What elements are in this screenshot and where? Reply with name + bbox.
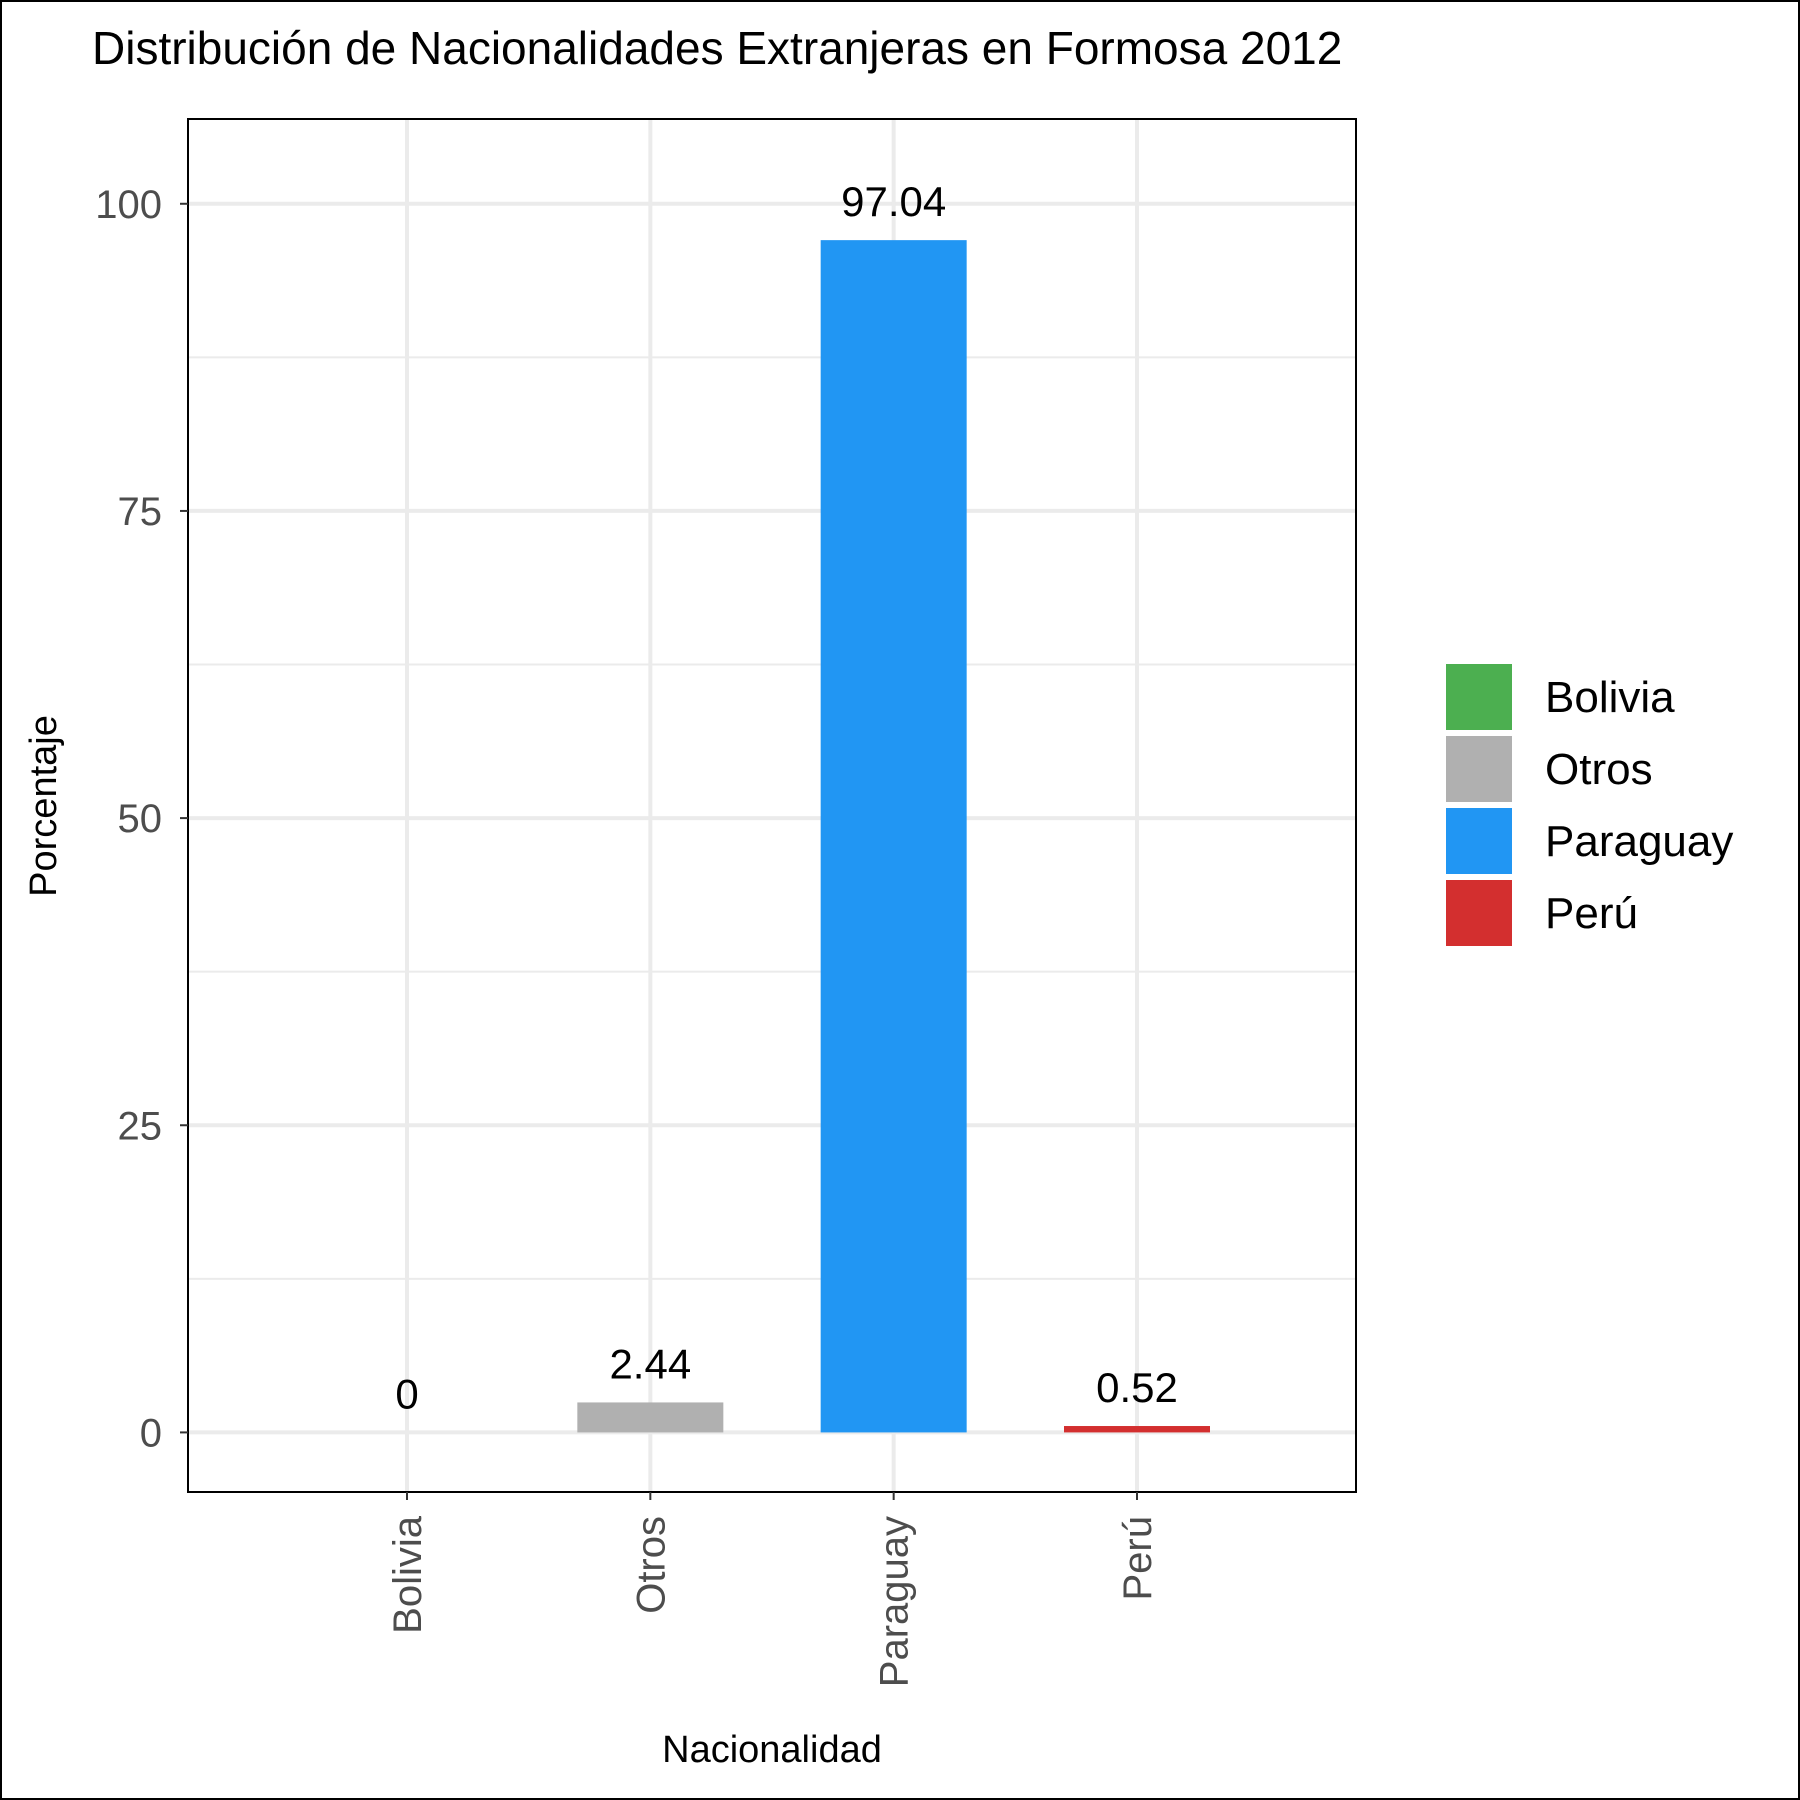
legend-swatch	[1446, 736, 1512, 802]
legend-label: Paraguay	[1545, 817, 1733, 866]
y-tick-label: 25	[118, 1104, 163, 1148]
legend: Bolivia Otros Paraguay Perú	[1446, 664, 1733, 946]
grid-lines	[188, 119, 1356, 1492]
data-label: 97.04	[841, 178, 946, 225]
x-axis-ticks: Bolivia Otros Paraguay Perú	[386, 1492, 1160, 1687]
legend-label: Bolivia	[1545, 673, 1675, 722]
data-label: 0.52	[1096, 1364, 1178, 1411]
y-tick-label: 75	[118, 490, 163, 534]
y-tick-label: 100	[95, 183, 162, 227]
x-tick-label: Perú	[1116, 1516, 1160, 1601]
data-labels: 0 2.44 97.04 0.52	[395, 178, 1178, 1417]
bars	[577, 240, 1210, 1433]
chart-title: Distribución de Nacionalidades Extranjer…	[92, 22, 1342, 74]
legend-swatch	[1446, 880, 1512, 946]
bar-paraguay	[820, 240, 967, 1433]
data-label: 2.44	[609, 1340, 691, 1387]
y-tick-label: 0	[140, 1411, 162, 1455]
legend-label: Perú	[1545, 889, 1638, 938]
y-tick-label: 50	[118, 797, 163, 841]
legend-swatch	[1446, 664, 1512, 730]
data-label: 0	[395, 1370, 418, 1417]
bar-otros	[577, 1402, 724, 1433]
y-axis-title: Porcentaje	[23, 715, 65, 897]
x-tick-label: Paraguay	[873, 1516, 917, 1687]
x-axis-title: Nacionalidad	[662, 1729, 882, 1771]
legend-label: Otros	[1545, 745, 1653, 794]
y-axis-ticks: 0 25 50 75 100	[95, 183, 188, 1455]
plot-panel-border	[187, 118, 1357, 1493]
bar-perú	[1064, 1426, 1210, 1433]
x-tick-label: Bolivia	[386, 1515, 430, 1634]
legend-swatch	[1446, 808, 1512, 874]
x-tick-label: Otros	[629, 1516, 673, 1614]
